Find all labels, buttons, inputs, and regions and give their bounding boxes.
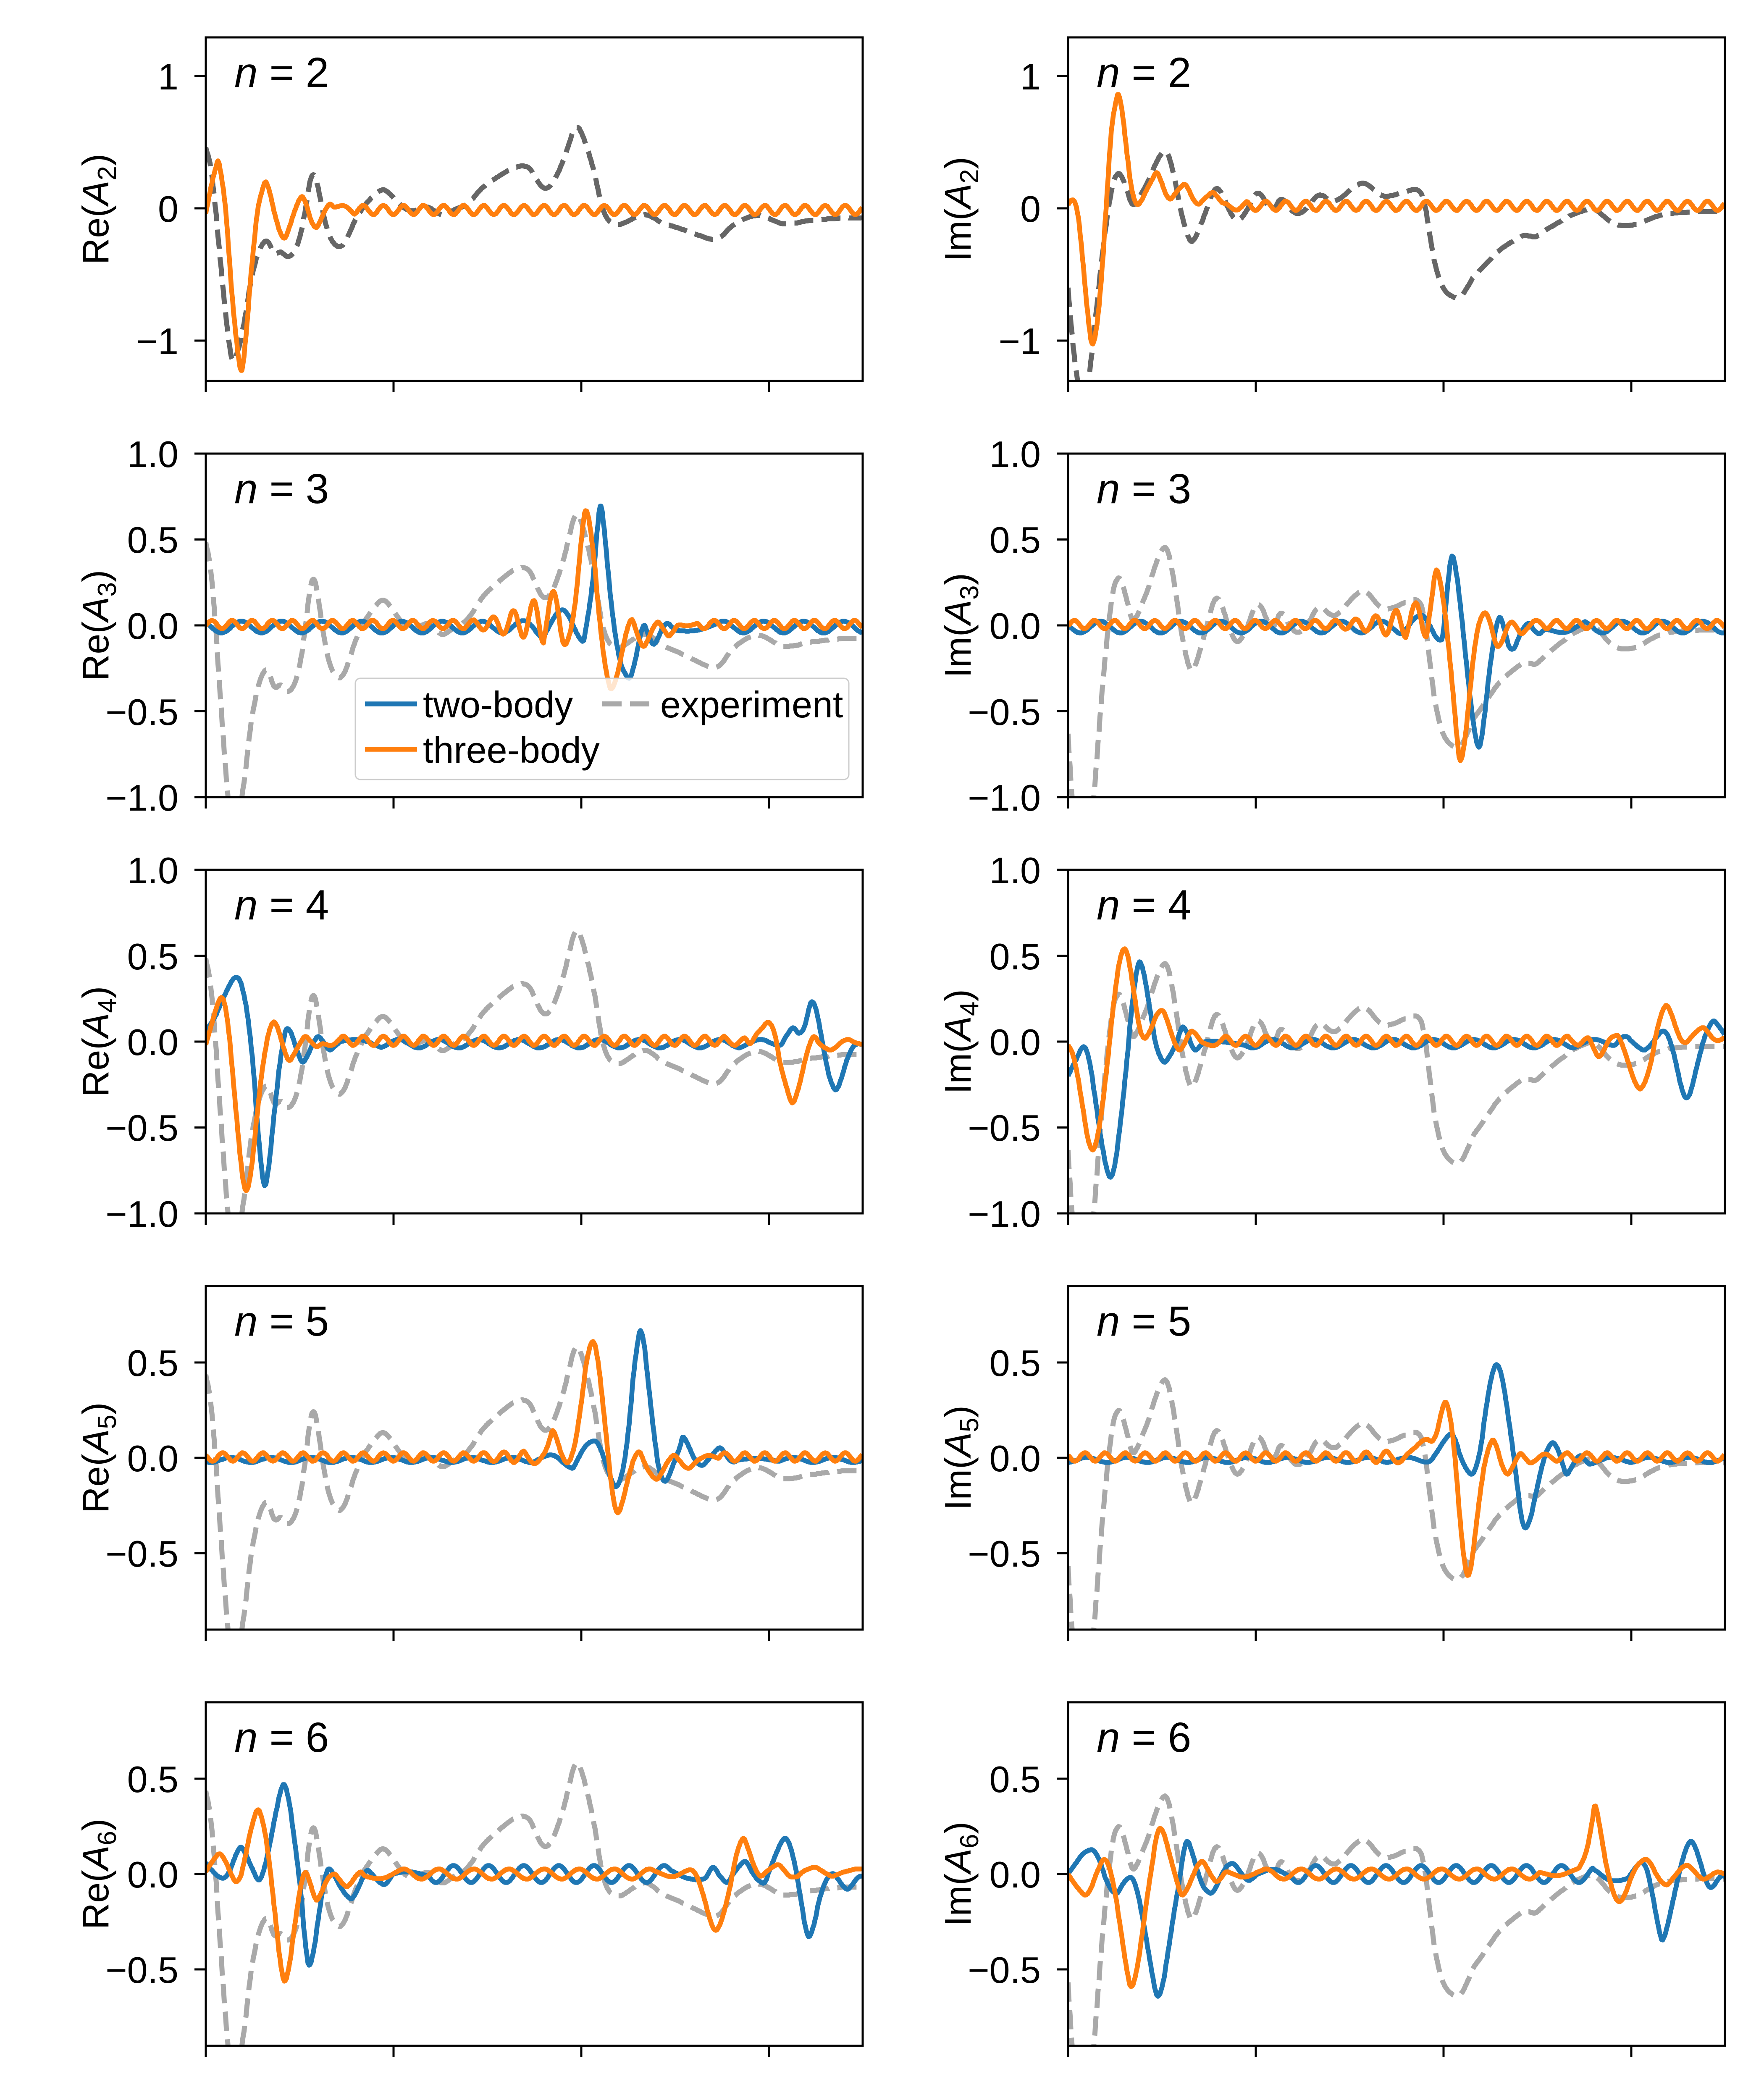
svg-text:three-body: three-body — [423, 729, 600, 771]
svg-text:0.0: 0.0 — [127, 1021, 178, 1063]
svg-text:−1.0: −1.0 — [968, 777, 1041, 819]
svg-text:0.5: 0.5 — [127, 936, 178, 977]
svg-text:n = 2: n = 2 — [1097, 49, 1191, 96]
svg-text:1: 1 — [158, 56, 178, 97]
svg-text:0.0: 0.0 — [990, 605, 1041, 647]
svg-text:0.0: 0.0 — [127, 1854, 178, 1895]
svg-text:n = 6: n = 6 — [1097, 1714, 1191, 1761]
svg-text:Re(A3): Re(A3) — [75, 570, 122, 681]
svg-text:0.5: 0.5 — [990, 936, 1041, 977]
svg-text:0: 0 — [1020, 188, 1041, 230]
svg-text:−0.5: −0.5 — [968, 1533, 1041, 1575]
svg-text:0.5: 0.5 — [127, 519, 178, 561]
svg-text:0.5: 0.5 — [990, 519, 1041, 561]
svg-text:−0.5: −0.5 — [105, 691, 178, 733]
svg-text:−1.0: −1.0 — [105, 1193, 178, 1235]
svg-text:−0.5: −0.5 — [968, 1107, 1041, 1149]
svg-text:−0.5: −0.5 — [105, 1533, 178, 1575]
svg-text:0.5: 0.5 — [990, 1342, 1041, 1384]
svg-text:0.5: 0.5 — [990, 1759, 1041, 1800]
svg-text:0.0: 0.0 — [990, 1021, 1041, 1063]
svg-text:experiment: experiment — [660, 684, 843, 725]
svg-text:n = 2: n = 2 — [234, 49, 329, 96]
svg-text:n = 6: n = 6 — [234, 1714, 329, 1761]
svg-text:−1: −1 — [136, 320, 178, 362]
svg-text:−0.5: −0.5 — [968, 691, 1041, 733]
svg-text:n = 3: n = 3 — [1097, 465, 1191, 512]
svg-text:Re(A5): Re(A5) — [75, 1402, 122, 1513]
svg-text:−1.0: −1.0 — [105, 777, 178, 819]
svg-text:n = 5: n = 5 — [234, 1298, 329, 1345]
svg-text:−1.0: −1.0 — [968, 1193, 1041, 1235]
svg-text:1: 1 — [1020, 56, 1041, 97]
svg-text:0.5: 0.5 — [127, 1342, 178, 1384]
svg-text:0.0: 0.0 — [990, 1854, 1041, 1895]
svg-text:1.0: 1.0 — [127, 433, 178, 475]
svg-text:Im(A6): Im(A6) — [937, 1822, 984, 1927]
svg-text:n = 3: n = 3 — [234, 465, 329, 512]
svg-text:−0.5: −0.5 — [105, 1949, 178, 1991]
svg-text:n = 4: n = 4 — [1097, 882, 1191, 929]
svg-text:−0.5: −0.5 — [968, 1949, 1041, 1991]
svg-text:two-body: two-body — [423, 684, 573, 725]
svg-text:n = 5: n = 5 — [1097, 1298, 1191, 1345]
svg-text:0.0: 0.0 — [127, 1438, 178, 1479]
svg-text:1.0: 1.0 — [990, 850, 1041, 891]
svg-text:1.0: 1.0 — [990, 433, 1041, 475]
svg-text:n = 4: n = 4 — [234, 882, 329, 929]
svg-text:0: 0 — [158, 188, 178, 230]
svg-text:−1: −1 — [999, 320, 1041, 362]
svg-text:Im(A4): Im(A4) — [937, 989, 984, 1094]
svg-text:0.0: 0.0 — [127, 605, 178, 647]
svg-text:0.0: 0.0 — [990, 1438, 1041, 1479]
svg-text:−0.5: −0.5 — [105, 1107, 178, 1149]
svg-text:1.0: 1.0 — [127, 850, 178, 891]
svg-text:0.5: 0.5 — [127, 1759, 178, 1800]
